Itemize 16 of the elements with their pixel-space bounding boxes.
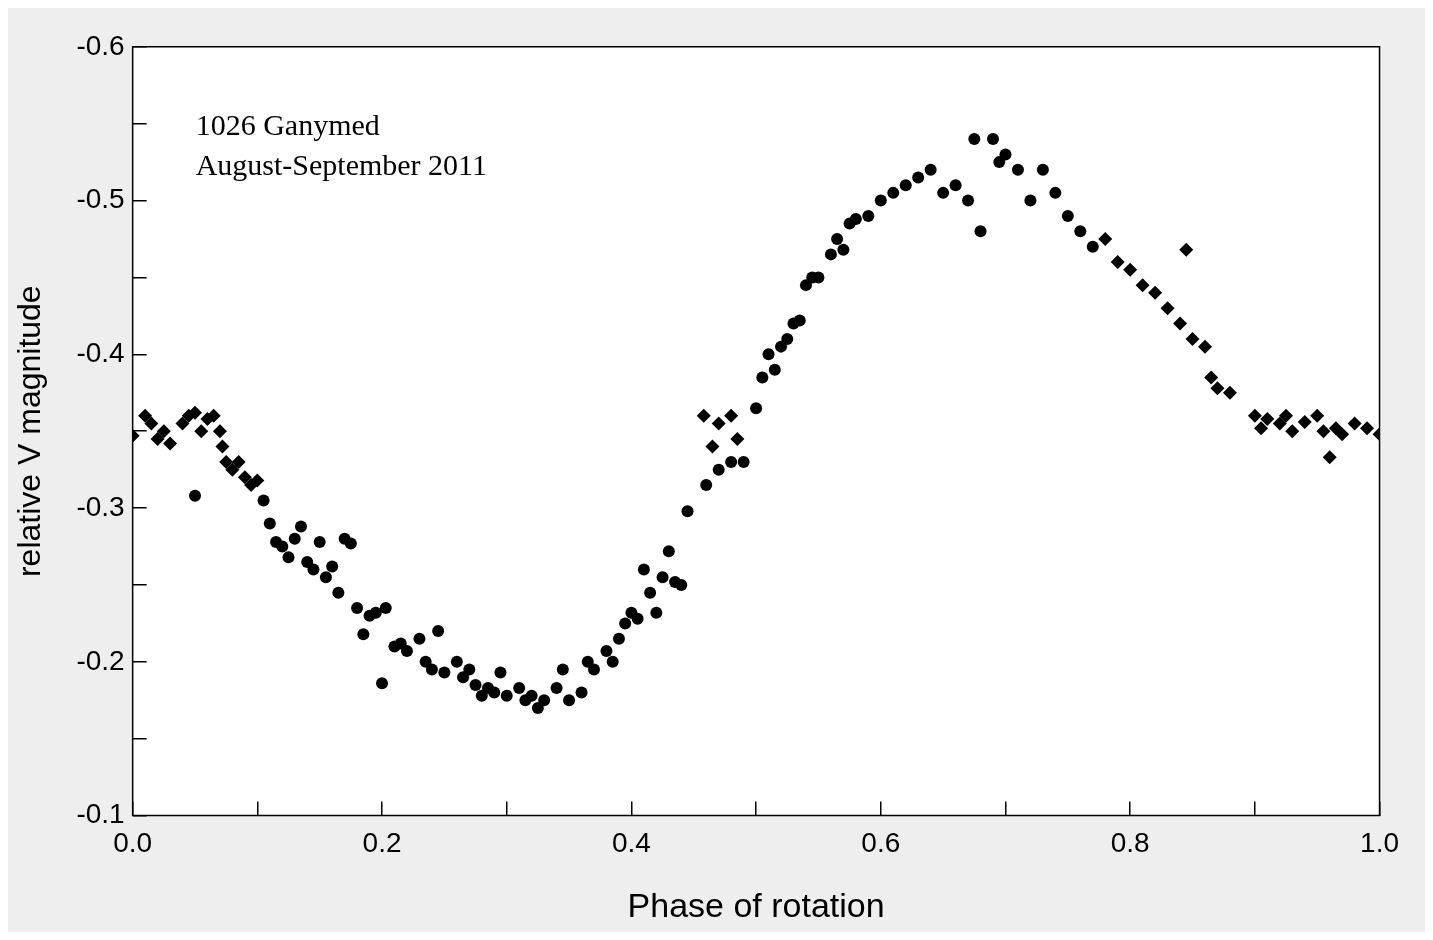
annotation: August-September 2011: [195, 147, 487, 181]
x-tick-label: 0.4: [611, 827, 651, 859]
x-axis-title: Phase of rotation: [627, 885, 885, 924]
y-axis-title: relative V magnitude: [11, 285, 48, 578]
y-tick-label: -0.2: [76, 644, 125, 676]
x-tick-label: 0.2: [362, 827, 402, 859]
x-tick-label: 0.6: [861, 827, 901, 859]
x-tick-label: 0.0: [113, 827, 153, 859]
x-tick-label: 1.0: [1360, 827, 1400, 859]
y-tick-label: -0.6: [76, 29, 125, 61]
y-tick-label: -0.4: [76, 337, 125, 369]
annotation: 1026 Ganymed: [195, 107, 380, 141]
y-tick-label: -0.5: [76, 183, 125, 215]
y-tick-label: -0.1: [76, 798, 125, 830]
x-tick-label: 0.8: [1110, 827, 1150, 859]
y-tick-label: -0.3: [76, 490, 125, 522]
